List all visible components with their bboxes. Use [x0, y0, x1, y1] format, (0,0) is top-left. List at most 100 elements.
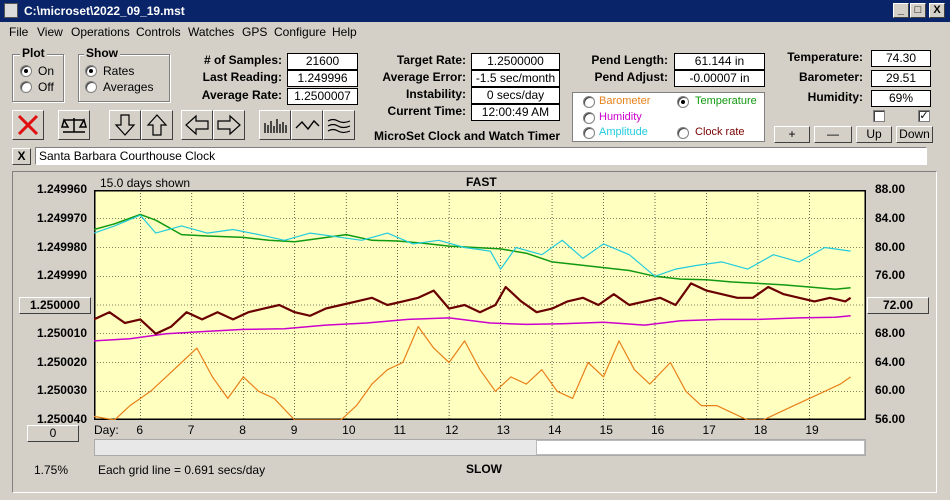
menu-operations[interactable]: Operations: [71, 25, 130, 39]
window-title: C:\microset\2022_09_19.mst: [24, 4, 185, 18]
x-tick-label: 6: [136, 423, 143, 437]
plot-group: [12, 54, 64, 102]
y-left-tick-label: 1.250040: [36, 412, 87, 426]
menu-gps[interactable]: GPS: [242, 25, 268, 39]
maximize-button[interactable]: □: [910, 3, 926, 18]
arrow-down-icon: [114, 114, 136, 136]
menu-controls[interactable]: Controls: [136, 25, 181, 39]
pend-length-value: 61.144 in: [674, 53, 765, 70]
y-left-tick-label: 1.250020: [36, 354, 87, 369]
last-reading-value: 1.249996: [287, 70, 358, 87]
humidity-label: Humidity:: [807, 90, 863, 104]
zoom-out-button[interactable]: —: [814, 126, 852, 143]
plot-off-radio[interactable]: [20, 81, 32, 93]
y-left-tick-label: 1.249980: [36, 239, 87, 254]
samples-label: # of Samples:: [203, 53, 282, 67]
y-right-tick-label: 76.00: [875, 268, 906, 283]
x-tick-label: 12: [445, 423, 459, 437]
slow-label: SLOW: [466, 462, 502, 476]
barometer-option-label: Barometer: [599, 95, 651, 107]
target-rate-label: Target Rate:: [396, 53, 466, 67]
amplitude-radio[interactable]: [583, 127, 595, 139]
center-rate-button[interactable]: 1.250000: [19, 297, 91, 314]
temperature-radio[interactable]: [677, 96, 689, 108]
menu-file[interactable]: File: [9, 25, 29, 39]
y-right-tick-label: 68.00: [875, 325, 906, 340]
fast-label: FAST: [466, 175, 497, 189]
average-rate-label: Average Rate:: [201, 88, 282, 102]
humidity-value: 69%: [871, 90, 931, 107]
day-axis-label: Day:: [94, 423, 119, 437]
y-left-tick-label: 1.249960: [36, 182, 87, 196]
show-averages-radio[interactable]: [85, 81, 97, 93]
multi-line-view-button[interactable]: [323, 110, 355, 140]
y-right-tick-label: 60.00: [875, 383, 906, 398]
x-tick-label: 17: [702, 423, 716, 437]
close-window-button[interactable]: X: [929, 3, 945, 18]
samples-value: 21600: [287, 53, 358, 70]
scroll-down-button[interactable]: Down: [896, 126, 933, 143]
x-tick-label: 15: [599, 423, 613, 437]
barometer-radio[interactable]: [583, 96, 595, 108]
center-sensor-button[interactable]: 72.00: [867, 297, 929, 314]
y-left-tick-label: 1.249970: [36, 210, 87, 225]
current-time-value: 12:00:49 AM: [471, 104, 560, 121]
show-group: [78, 54, 170, 102]
option-checkbox-1[interactable]: [873, 110, 885, 122]
chart-scrollbar[interactable]: [94, 439, 866, 456]
line-view-button[interactable]: [291, 110, 323, 140]
option-checkbox-2[interactable]: ✓: [918, 110, 930, 122]
barometer-label: Barometer:: [798, 70, 863, 84]
chart-panel: [12, 171, 937, 493]
balance-scale-icon: [61, 118, 87, 133]
bar-view-button[interactable]: [259, 110, 291, 140]
average-error-label: Average Error:: [382, 70, 466, 84]
clock-rate-radio[interactable]: [677, 127, 689, 139]
plot-group-title: Plot: [20, 46, 47, 60]
menu-view[interactable]: View: [37, 25, 63, 39]
current-time-label: Current Time:: [387, 104, 466, 118]
pend-length-label: Pend Length:: [591, 53, 668, 67]
clear-watch-button[interactable]: X: [12, 148, 31, 165]
scrollbar-thumb[interactable]: [536, 440, 865, 455]
arrow-left-button[interactable]: [181, 110, 213, 140]
plot-background: [94, 190, 866, 420]
plot-on-radio[interactable]: [20, 65, 32, 77]
plot-off-label: Off: [38, 80, 54, 94]
series-line-amplitude: [94, 214, 851, 277]
percent-label: 1.75%: [34, 463, 69, 477]
menu-configure[interactable]: Configure: [274, 25, 327, 39]
arrow-up-button[interactable]: [141, 110, 173, 140]
multi-wave-icon: [327, 118, 351, 134]
average-error-value: -1.5 sec/month: [471, 70, 560, 87]
instability-label: Instability:: [405, 87, 466, 101]
offset-button[interactable]: 0: [27, 425, 79, 442]
days-shown-label: 15.0 days shown: [100, 176, 191, 190]
watch-name-field[interactable]: Santa Barbara Courthouse Clock: [35, 147, 927, 165]
temperature-option-label: Temperature: [695, 95, 757, 107]
scroll-up-button[interactable]: Up: [856, 126, 892, 143]
menu-watches[interactable]: Watches: [188, 25, 235, 39]
humidity-option-label: Humidity: [599, 111, 642, 123]
series-line-barometer: [94, 326, 851, 420]
target-rate-value: 1.2500000: [471, 53, 560, 70]
x-tick-label: 9: [290, 423, 298, 437]
x-tick-label: 14: [548, 423, 562, 437]
zoom-in-button[interactable]: +: [774, 126, 810, 143]
menu-help[interactable]: Help: [332, 25, 357, 39]
arrow-down-button[interactable]: [109, 110, 141, 140]
last-reading-label: Last Reading:: [202, 70, 282, 84]
wave-line-icon: [295, 119, 320, 131]
app-subtitle: MicroSet Clock and Watch Timer: [374, 129, 561, 143]
x-tick-label: 10: [342, 423, 356, 437]
balance-button[interactable]: [58, 110, 90, 140]
humidity-radio[interactable]: [583, 112, 595, 124]
show-rates-radio[interactable]: [85, 65, 97, 77]
minimize-button[interactable]: _: [893, 3, 909, 18]
x-tick-label: 18: [753, 423, 768, 437]
stop-button[interactable]: [12, 110, 44, 140]
arrow-right-button[interactable]: [213, 110, 245, 140]
temperature-label: Temperature:: [787, 50, 863, 64]
red-x-icon: [17, 114, 39, 136]
y-left-tick-label: 1.249990: [36, 268, 87, 283]
